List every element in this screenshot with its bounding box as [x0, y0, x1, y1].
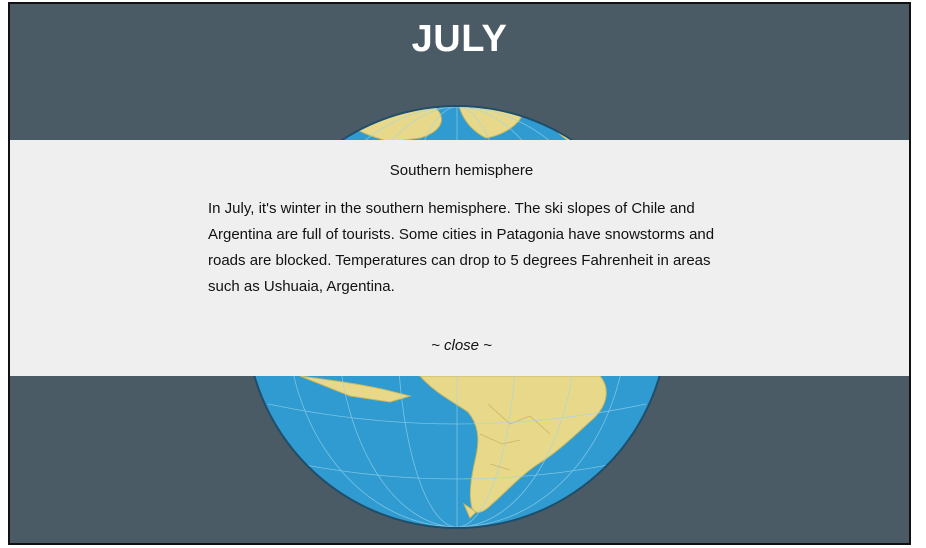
- page-title: JULY: [411, 18, 508, 60]
- info-panel: Southern hemisphere In July, it's winter…: [10, 140, 909, 376]
- slide-frame: JULY Southern hemisphere In July, it's w…: [8, 2, 911, 545]
- panel-body-text: In July, it's winter in the southern hem…: [208, 200, 715, 295]
- close-button[interactable]: ~ close ~: [431, 337, 492, 354]
- panel-heading: Southern hemisphere: [389, 162, 534, 179]
